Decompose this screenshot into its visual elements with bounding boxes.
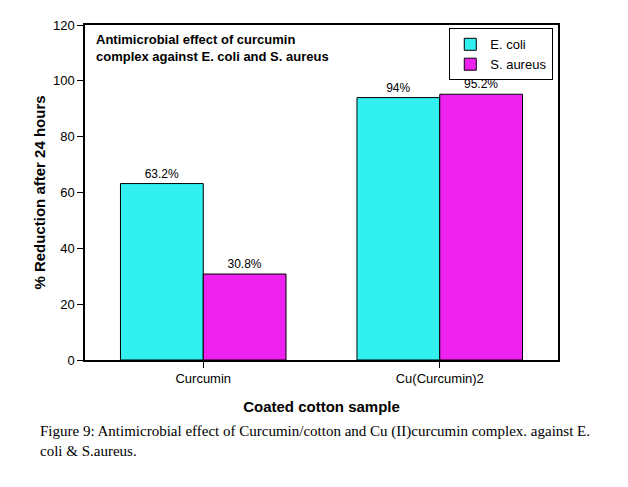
- svg-text:Cu(Curcumin)2: Cu(Curcumin)2: [396, 371, 484, 386]
- svg-text:40: 40: [60, 241, 74, 256]
- svg-text:94%: 94%: [386, 81, 410, 95]
- svg-text:Curcumin: Curcumin: [175, 371, 231, 386]
- svg-text:95.2%: 95.2%: [464, 77, 498, 92]
- svg-text:0: 0: [67, 353, 74, 368]
- svg-text:120: 120: [53, 18, 75, 33]
- svg-text:100: 100: [53, 73, 75, 88]
- svg-text:20: 20: [60, 297, 74, 312]
- svg-text:E. coli: E. coli: [490, 37, 526, 52]
- svg-text:% Reduction after 24 hours: % Reduction after 24 hours: [31, 95, 48, 289]
- svg-text:Coated cotton sample: Coated cotton sample: [243, 398, 400, 415]
- svg-text:60: 60: [60, 185, 74, 200]
- svg-text:63.2%: 63.2%: [145, 167, 179, 181]
- svg-text:80: 80: [60, 129, 74, 144]
- svg-text:30.8%: 30.8%: [227, 257, 261, 271]
- svg-text:S. aureus: S. aureus: [490, 57, 546, 72]
- svg-text:Antimicrobial effect of curcum: Antimicrobial effect of curcumincomplex …: [96, 32, 329, 64]
- html-text:Figure 9: Antimicrobial effect: Figure 9: Antimicrobial effect of Curcum…: [40, 423, 590, 460]
